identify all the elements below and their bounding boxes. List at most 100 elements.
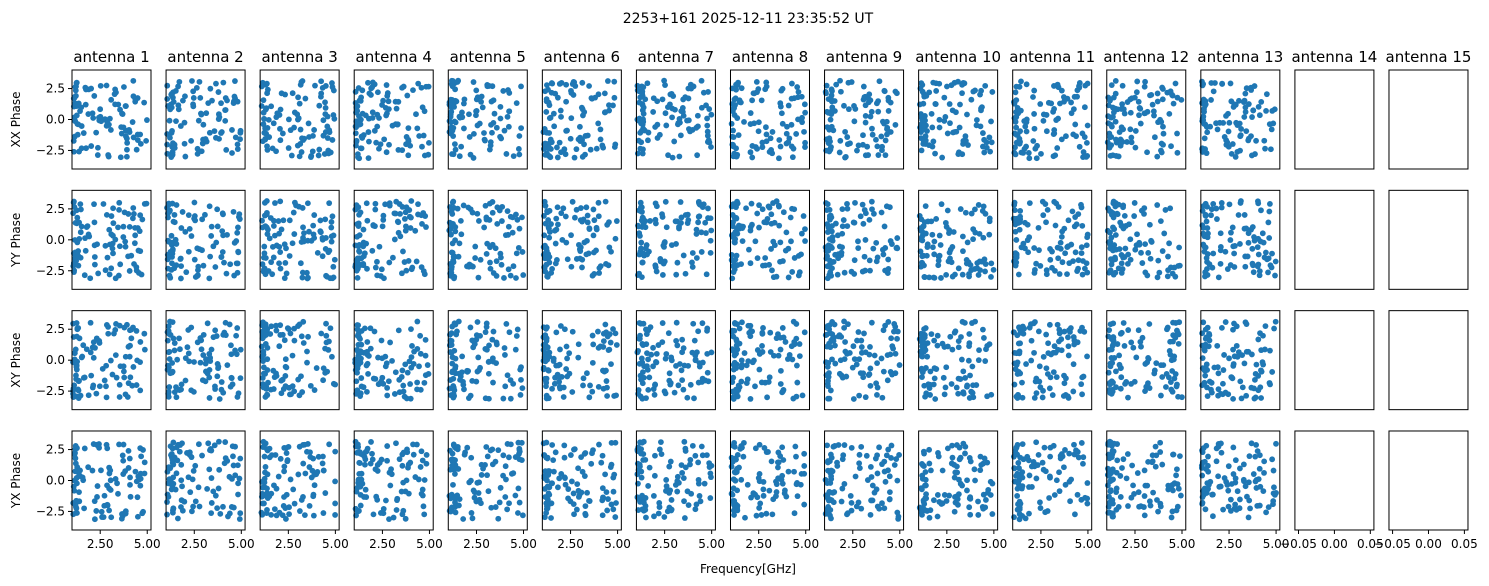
data-point	[188, 233, 195, 239]
data-point	[980, 326, 986, 333]
data-point	[1147, 502, 1154, 509]
data-point	[980, 130, 986, 136]
data-point	[401, 215, 408, 222]
data-point	[1063, 375, 1069, 382]
data-point	[684, 211, 691, 218]
panel-r4-c6: 2.50 5.00	[540, 430, 631, 551]
data-point	[137, 445, 144, 452]
data-point	[966, 455, 973, 461]
data-point	[301, 441, 308, 448]
data-point	[270, 254, 277, 261]
data-point	[322, 490, 329, 496]
data-point	[365, 155, 372, 162]
data-point	[867, 382, 874, 389]
data-point	[1115, 265, 1122, 272]
data-point	[1047, 444, 1054, 451]
data-point	[1077, 328, 1084, 334]
data-point	[111, 330, 117, 337]
data-point	[386, 141, 392, 148]
data-point	[1142, 241, 1149, 248]
data-point	[736, 325, 743, 332]
data-point	[554, 154, 561, 161]
data-point	[198, 111, 205, 118]
data-point	[759, 343, 765, 349]
data-point	[643, 514, 649, 521]
data-point	[1074, 339, 1081, 346]
data-point	[550, 457, 557, 464]
data-point	[879, 500, 885, 507]
data-point	[141, 99, 148, 106]
data-point	[1119, 82, 1126, 89]
data-point	[860, 83, 867, 90]
data-point	[213, 134, 219, 141]
data-point	[358, 341, 365, 348]
data-point	[1014, 359, 1021, 366]
data-point	[188, 387, 195, 394]
data-point	[874, 360, 880, 366]
data-point	[116, 322, 123, 329]
data-point	[87, 275, 94, 282]
data-point	[674, 259, 681, 266]
data-point	[179, 483, 185, 490]
data-point	[608, 248, 614, 255]
data-point	[365, 115, 372, 122]
data-point	[1174, 381, 1180, 388]
data-point	[85, 231, 92, 238]
data-point	[988, 274, 994, 280]
data-point	[1072, 249, 1079, 256]
data-point	[449, 96, 456, 103]
data-point	[602, 321, 609, 328]
data-point	[229, 150, 235, 156]
data-point	[493, 273, 500, 279]
data-point	[87, 349, 94, 356]
data-point	[773, 493, 779, 500]
data-point	[568, 115, 575, 122]
data-point	[328, 224, 335, 231]
data-point	[988, 139, 995, 146]
data-point	[657, 258, 664, 265]
data-point	[120, 441, 127, 448]
data-point	[182, 93, 188, 100]
data-point	[446, 227, 453, 234]
data-point	[222, 117, 229, 124]
data-point	[1145, 380, 1151, 387]
data-point	[682, 445, 689, 452]
data-point	[185, 248, 192, 255]
data-point	[1014, 441, 1021, 448]
data-point	[371, 328, 378, 335]
data-point	[141, 330, 148, 337]
data-point	[639, 214, 646, 221]
data-point	[369, 247, 376, 254]
data-point	[177, 256, 184, 262]
data-point	[466, 111, 472, 118]
data-point	[953, 384, 960, 391]
data-point	[966, 340, 973, 347]
data-point	[552, 240, 559, 247]
data-point	[370, 375, 377, 382]
data-point	[764, 215, 771, 222]
data-point	[1112, 118, 1119, 125]
data-point	[790, 145, 797, 152]
data-point	[365, 129, 372, 135]
data-point	[571, 154, 578, 161]
data-point	[1046, 321, 1053, 328]
data-point	[519, 214, 525, 221]
data-point	[96, 383, 103, 390]
data-point	[121, 209, 128, 216]
column-title-5: antenna 5	[450, 48, 526, 66]
data-point	[1017, 500, 1024, 507]
data-point	[513, 333, 520, 339]
data-point	[486, 358, 492, 365]
data-point	[167, 134, 173, 141]
data-point	[1109, 388, 1116, 395]
data-point	[164, 491, 171, 498]
data-point	[98, 508, 105, 515]
data-point	[372, 264, 379, 271]
data-point	[1134, 78, 1141, 85]
data-point	[756, 441, 763, 448]
data-point	[868, 198, 875, 205]
data-point	[275, 218, 282, 224]
data-point	[1107, 245, 1114, 252]
data-point	[518, 83, 524, 90]
data-point	[262, 463, 269, 470]
